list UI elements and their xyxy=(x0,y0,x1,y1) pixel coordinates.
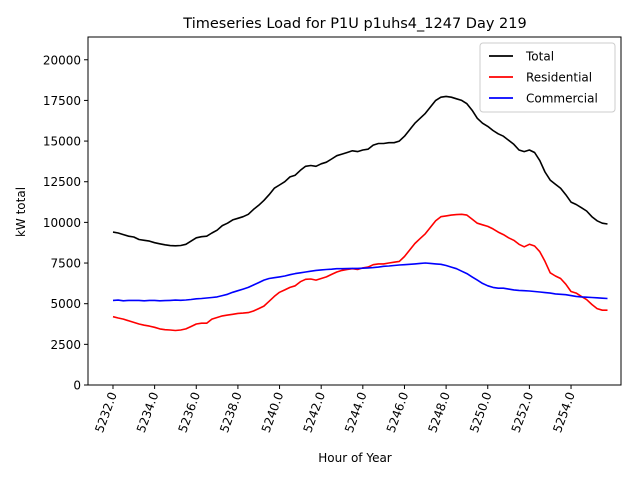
chart-title: Timeseries Load for P1U p1uhs4_1247 Day … xyxy=(182,16,526,32)
x-axis-label: Hour of Year xyxy=(318,451,392,465)
y-tick-label: 0 xyxy=(73,379,81,393)
legend-label-residential: Residential xyxy=(526,71,592,85)
series-layer xyxy=(112,95,608,332)
plot-area-frame xyxy=(87,36,622,386)
series-line-commercial xyxy=(112,262,608,302)
legend: Total Residential Commercial xyxy=(479,42,616,113)
legend-box xyxy=(479,42,616,113)
legend-label-commercial: Commercial xyxy=(526,92,598,106)
legend-label-total: Total xyxy=(525,50,554,64)
y-tick-label: 12500 xyxy=(43,175,81,189)
y-tick-label: 17500 xyxy=(43,94,81,108)
y-tick-label: 2500 xyxy=(50,338,81,352)
y-tick-label: 10000 xyxy=(43,216,81,230)
y-tick-label: 20000 xyxy=(43,53,81,67)
y-axis-label: kW total xyxy=(14,187,28,237)
y-tick-label: 15000 xyxy=(43,135,81,149)
series-line-total xyxy=(112,95,608,247)
y-tick-label: 5000 xyxy=(50,297,81,311)
y-tick-label: 7500 xyxy=(50,257,81,271)
